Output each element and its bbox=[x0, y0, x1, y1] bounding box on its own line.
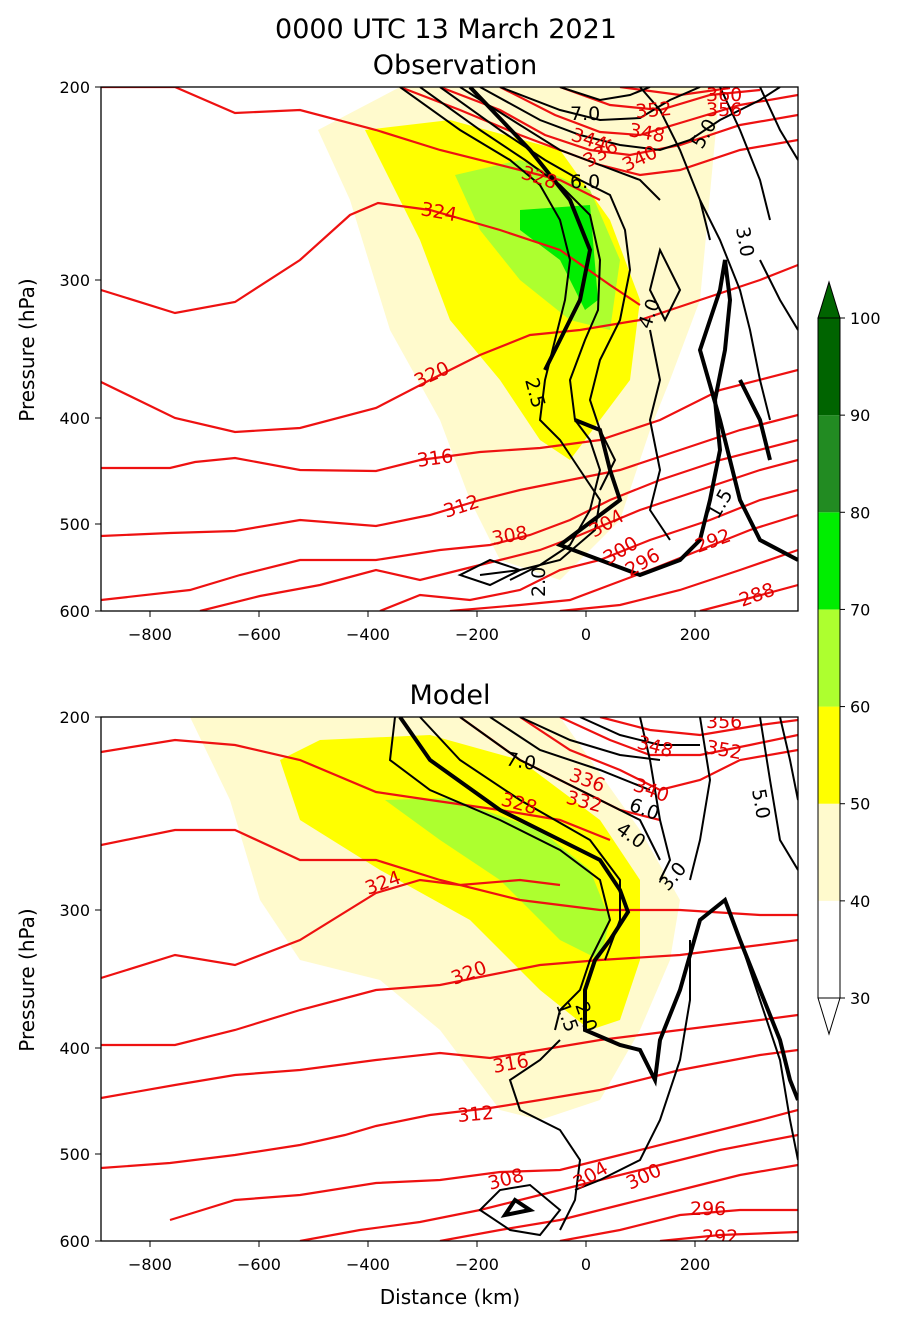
clabel-352: 352 bbox=[704, 736, 744, 764]
clabel-360: 360 bbox=[706, 84, 742, 106]
ytick-label: 600 bbox=[59, 1232, 90, 1251]
colorbar-tick-label: 90 bbox=[850, 406, 870, 425]
ytick-label: 200 bbox=[59, 708, 90, 727]
observation-panel: Observation bbox=[15, 50, 799, 644]
colorbar-tick-label: 40 bbox=[850, 892, 870, 911]
clabel-296: 296 bbox=[690, 1198, 726, 1220]
colorbar-tick-label: 60 bbox=[850, 698, 870, 717]
x-ticks: −800 −600 −400 −200 0 200 bbox=[128, 1241, 710, 1274]
colorbar-tick-label: 70 bbox=[850, 600, 870, 619]
shade-70 bbox=[520, 205, 598, 310]
clabel-316: 316 bbox=[416, 445, 455, 472]
figure-suptitle: 0000 UTC 13 March 2021 bbox=[275, 14, 617, 45]
xtick-label: 200 bbox=[680, 625, 711, 644]
clabel-k-2.0: 2.0 bbox=[528, 567, 550, 597]
colorbar-bin bbox=[818, 609, 840, 707]
shade-50 bbox=[280, 735, 640, 1030]
ytick-label: 600 bbox=[59, 602, 90, 621]
y-ticks: 200 300 400 500 600 bbox=[59, 708, 101, 1251]
thick-contours bbox=[398, 717, 798, 1218]
xtick-label: 0 bbox=[581, 1255, 591, 1274]
clabel-k-5.0: 5.0 bbox=[747, 787, 774, 821]
shade-60 bbox=[385, 798, 610, 960]
clabel-k-7.0: 7.0 bbox=[570, 103, 600, 125]
ytick-label: 400 bbox=[59, 1039, 90, 1058]
clabel-288: 288 bbox=[736, 579, 778, 612]
colorbar-bin bbox=[818, 706, 840, 804]
clabel-352: 352 bbox=[635, 98, 673, 123]
colorbar-tick-label: 100 bbox=[850, 309, 881, 328]
clabel-k-3.0: 3.0 bbox=[731, 225, 758, 259]
xtick-label: −200 bbox=[455, 625, 499, 644]
colorbar-tick-label: 30 bbox=[850, 989, 870, 1008]
black-contours bbox=[399, 87, 798, 587]
colorbar-extend-min bbox=[817, 997, 841, 1036]
clabel-356: 356 bbox=[706, 99, 742, 121]
colorbar-tick-label: 80 bbox=[850, 503, 870, 522]
ytick-label: 200 bbox=[59, 78, 90, 97]
x-ticks: −800 −600 −400 −200 0 200 bbox=[128, 611, 710, 644]
theta-contours bbox=[101, 87, 798, 611]
colorbar-bin bbox=[818, 512, 840, 610]
xtick-label: −200 bbox=[455, 1255, 499, 1274]
thick-contours bbox=[468, 87, 798, 578]
colorbar-tick-label: 50 bbox=[850, 795, 870, 814]
ytick-label: 400 bbox=[59, 409, 90, 428]
axes-frame bbox=[100, 716, 799, 1242]
colorbar: 30 40 50 60 70 80 90 100 bbox=[817, 280, 881, 1036]
plot-area: 324 320 316 312 308 304 300 296 292 288 … bbox=[101, 84, 798, 612]
colorbar-bin bbox=[818, 415, 840, 513]
y-axis-label: Pressure (hPa) bbox=[15, 908, 39, 1051]
colorbar-frame bbox=[817, 317, 841, 999]
clabel-312: 312 bbox=[457, 1102, 495, 1127]
xtick-label: −400 bbox=[346, 625, 390, 644]
clabel-292: 292 bbox=[702, 1226, 738, 1248]
clabel-k-1.5: 1.5 bbox=[703, 485, 737, 522]
xtick-label: 200 bbox=[680, 1255, 711, 1274]
ytick-label: 300 bbox=[59, 271, 90, 290]
colorbar-bin bbox=[818, 318, 840, 416]
model-panel: Model bbox=[15, 680, 799, 1309]
clabel-308: 308 bbox=[486, 1164, 527, 1195]
clabel-292: 292 bbox=[692, 525, 734, 558]
colorbar-bin bbox=[818, 803, 840, 901]
axes-frame bbox=[100, 86, 799, 612]
x-axis-label: Distance (km) bbox=[380, 1285, 520, 1309]
plot-area: 324 320 316 312 308 304 300 296 292 328 … bbox=[101, 711, 798, 1248]
ytick-label: 500 bbox=[59, 515, 90, 534]
ytick-label: 500 bbox=[59, 1145, 90, 1164]
clabel-312: 312 bbox=[441, 491, 482, 523]
colorbar-bin bbox=[818, 900, 840, 998]
xtick-label: −800 bbox=[128, 625, 172, 644]
panel-title: Model bbox=[409, 680, 490, 711]
xtick-label: −400 bbox=[346, 1255, 390, 1274]
ytick-label: 300 bbox=[59, 901, 90, 920]
y-ticks: 200 300 400 500 600 bbox=[59, 78, 101, 621]
xtick-label: −600 bbox=[237, 1255, 281, 1274]
panel-title: Observation bbox=[373, 50, 537, 81]
black-contours bbox=[388, 717, 798, 1237]
xtick-label: −600 bbox=[237, 625, 281, 644]
xtick-label: −800 bbox=[128, 1255, 172, 1274]
colorbar-extend-max bbox=[817, 280, 841, 319]
xtick-label: 0 bbox=[581, 625, 591, 644]
clabel-356: 356 bbox=[706, 711, 742, 733]
y-axis-label: Pressure (hPa) bbox=[15, 278, 39, 421]
clabel-k-7.0: 7.0 bbox=[504, 748, 538, 775]
clabel-k-6.0: 6.0 bbox=[570, 171, 600, 193]
